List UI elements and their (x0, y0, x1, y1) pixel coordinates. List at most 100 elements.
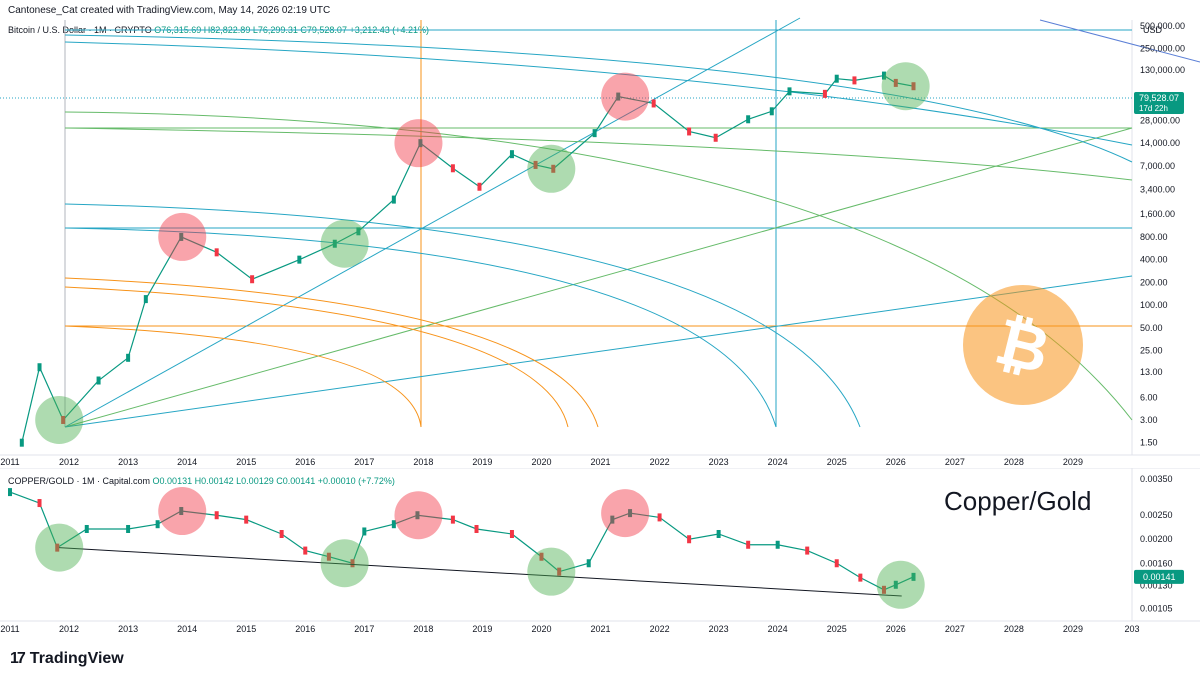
gann-arc (64, 203, 861, 428)
cg-candle (326, 552, 331, 561)
btc-x-tick: 2013 (118, 457, 138, 467)
cg-x-tick: 2016 (295, 624, 315, 634)
gann-arc (64, 41, 1133, 146)
cg-price-badge (1134, 569, 1184, 584)
cg-x-tick: 2018 (413, 624, 433, 634)
btc-candle (214, 248, 219, 257)
cg-candle (279, 529, 284, 538)
cg-candle (391, 520, 396, 529)
cg-chart[interactable]: 0.003500.002500.002000.001600.001300.001… (0, 467, 1200, 638)
cg-candle (8, 488, 12, 497)
btc-candle (509, 150, 514, 159)
btc-y-tick: 1,600.00 (1140, 209, 1175, 219)
cg-chart-pane[interactable]: 0.00350 0.00250 0.00200 0.00160 0.00130 0.001… (0, 467, 1200, 643)
gann-arc (64, 286, 569, 428)
cg-candle (586, 559, 591, 568)
btc-y-tick: 800.00 (1140, 232, 1168, 242)
gann-arc (64, 277, 599, 428)
gann-arc (64, 127, 1133, 181)
btc-y-tick: 3,400.00 (1140, 185, 1175, 195)
cg-candle (179, 507, 184, 516)
btc-price-badge (1134, 92, 1184, 114)
bottom-marker-circle (881, 62, 930, 111)
top-marker-circle (394, 119, 443, 168)
bottom-marker-circle (527, 144, 576, 193)
btc-candle (592, 129, 597, 138)
btc-candle (332, 239, 337, 248)
btc-x-tick: 2018 (413, 457, 433, 467)
bitcoin-logo-icon (963, 285, 1083, 405)
btc-candle (651, 99, 656, 108)
cg-candle (350, 559, 355, 568)
btc-x-tick: 2026 (886, 457, 906, 467)
gann-arc (64, 34, 1133, 163)
cg-bottom-marker-circle (35, 523, 84, 572)
tradingview-wordmark: TradingView (29, 650, 124, 667)
btc-x-tick: 2029 (1063, 457, 1083, 467)
cg-x-tick: 2017 (354, 624, 374, 634)
fan-line (64, 17, 801, 428)
cg-candle (610, 515, 615, 524)
cg-y-tick: 0.00160 (1140, 558, 1173, 568)
cg-candle (687, 535, 692, 544)
cg-x-tick: 2028 (1004, 624, 1024, 634)
cg-candle (84, 524, 89, 533)
btc-x-tick: 2025 (827, 457, 847, 467)
fan-line (64, 275, 1133, 428)
btc-candle (143, 295, 148, 304)
tradingview-logo[interactable]: 17 TradingView (10, 650, 124, 668)
btc-x-tick: 2024 (768, 457, 788, 467)
cg-change: +0.00010 (+7.72%) (317, 476, 395, 486)
cg-x-tick: 2020 (531, 624, 551, 634)
cg-open: O0.00131 (152, 476, 193, 486)
btc-y-tick: 13.00 (1140, 367, 1163, 377)
cg-x-tick: 2027 (945, 624, 965, 634)
btc-y-tick: 7,000.00 (1140, 161, 1175, 171)
btc-y-tick: 1.50 (1140, 438, 1158, 448)
btc-chart[interactable]: ₿500,000.00250,000.00130,000.0028,000.00… (0, 0, 1200, 470)
cg-candle (126, 524, 131, 533)
cg-candle (303, 546, 308, 555)
btc-x-tick: 2015 (236, 457, 256, 467)
cg-candle (716, 529, 721, 538)
btc-y-tick: 50.00 (1140, 323, 1163, 333)
btc-price-label: 79,528.07 (1139, 93, 1179, 103)
btc-candle (616, 92, 621, 101)
cg-x-tick: 2014 (177, 624, 197, 634)
btc-x-tick: 2028 (1004, 457, 1024, 467)
top-marker-circle (158, 212, 207, 261)
btc-candle (126, 353, 131, 362)
btc-y-tick: 400.00 (1140, 255, 1168, 265)
btc-candle (477, 182, 482, 191)
btc-candle (19, 438, 24, 447)
btc-candle (746, 115, 751, 124)
btc-y-tick: 14,000.00 (1140, 138, 1180, 148)
cg-candle (155, 520, 160, 529)
btc-candle (391, 195, 396, 204)
btc-candle (893, 78, 898, 87)
cg-x-tick: 2022 (650, 624, 670, 634)
cg-candle (557, 567, 562, 576)
btc-y-tick: 28,000.00 (1140, 115, 1180, 125)
cg-candle (805, 546, 810, 555)
btc-candle (96, 376, 101, 385)
cg-candle (834, 559, 839, 568)
cg-high: H0.00142 (194, 476, 234, 486)
cg-y-tick: 0.00350 (1140, 474, 1173, 484)
gann-arc (64, 325, 422, 428)
cg-y-tick: 0.00130 (1140, 581, 1173, 591)
btc-candle (37, 363, 42, 372)
cg-low: L0.00129 (236, 476, 274, 486)
btc-candle (297, 255, 302, 264)
cg-x-tick: 2026 (886, 624, 906, 634)
cg-candle (244, 515, 249, 524)
btc-y-tick: 250,000.00 (1140, 44, 1185, 54)
cg-legend: COPPER/GOLD · 1M · Capital.com O0.00131 … (8, 476, 395, 486)
cg-top-marker-circle (158, 487, 207, 536)
btc-candle (356, 227, 361, 236)
btc-price-line (21, 74, 914, 443)
cg-x-tick: 2015 (236, 624, 256, 634)
btc-chart-pane[interactable]: ₿ 500,000.00 250,000.00 130,000.00 28,000.00… (0, 0, 1200, 475)
gann-arc (1039, 19, 1200, 63)
btc-y-tick: 100.00 (1140, 300, 1168, 310)
